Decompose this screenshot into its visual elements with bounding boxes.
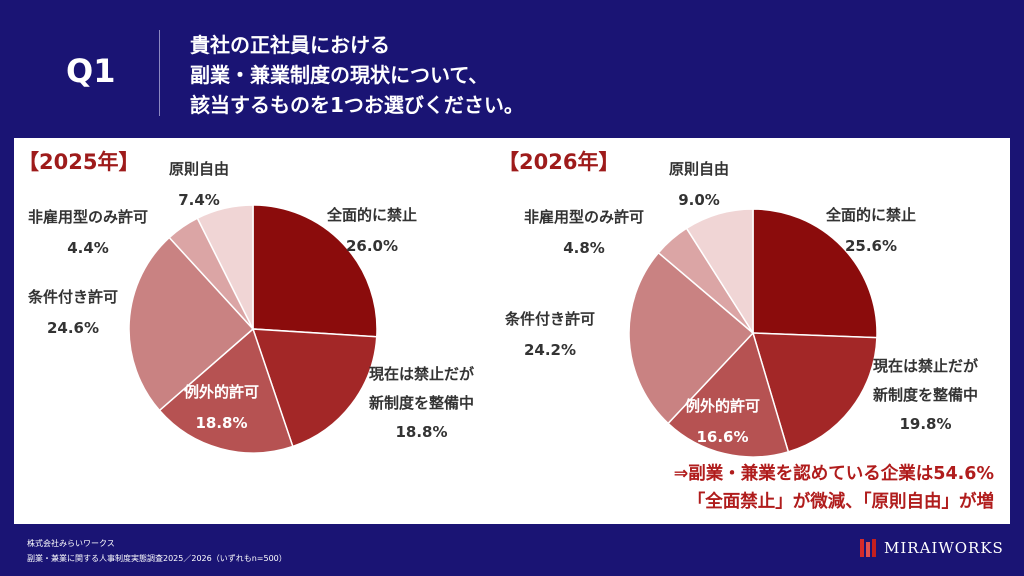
slice-name: 原則自由 [169, 160, 230, 178]
slice-label-2026-free: 原則自由 9.0% [669, 154, 729, 216]
pie-slice [628, 251, 755, 425]
slice-name: 非雇用型のみ許可 [524, 208, 645, 226]
slice-value: 9.0% [678, 191, 720, 209]
slice-label-2025-exception: 例外的許可 18.8% [184, 377, 259, 439]
slice-value: 24.2% [523, 341, 577, 359]
slice-name: 全面的に禁止 [826, 206, 917, 224]
slice-name: 全面的に禁止 [327, 206, 418, 224]
slice-value: 4.8% [563, 239, 605, 257]
slice-name: 条件付き許可 [505, 310, 596, 328]
slice-value: 24.6% [46, 319, 100, 337]
slice-label-2026-new-system: 現在は禁止だが 新制度を整備中 19.8% [873, 352, 978, 439]
slice-label-2026-full-ban: 全面的に禁止 25.6% [826, 200, 916, 262]
pie-slice [196, 204, 254, 330]
slice-name: 新制度を整備中 [369, 394, 475, 412]
slice-name: 非雇用型のみ許可 [28, 208, 149, 226]
slice-value: 18.8% [395, 423, 448, 441]
slice-label-2025-new-system: 現在は禁止だが 新制度を整備中 18.8% [369, 360, 474, 447]
pie-slice [158, 327, 294, 454]
slice-value: 25.6% [844, 237, 898, 255]
conclusion-line: 「全面禁止」が微減、「原則自由」が増 [687, 492, 994, 512]
slice-label-2025-full-ban: 全面的に禁止 26.0% [327, 200, 417, 262]
slice-name: 条件付き許可 [28, 288, 119, 306]
header-divider [159, 30, 160, 116]
pie-slice [752, 208, 878, 339]
chart-title-2025: 【2025年】 [18, 150, 140, 174]
header: Q1 貴社の正社員における 副業・兼業制度の現状について、 該当するものを1つお… [0, 0, 1024, 132]
question-text: 貴社の正社員における 副業・兼業制度の現状について、 該当するものを1つお選びく… [190, 30, 524, 120]
pie-slice [685, 208, 754, 336]
question-line: 貴社の正社員における [190, 33, 390, 57]
slice-label-2026-exception: 例外的許可 16.6% [685, 391, 760, 453]
slice-name: 新制度を整備中 [873, 386, 979, 404]
chart-title-2026: 【2026年】 [498, 150, 620, 174]
slice-name: 例外的許可 [685, 397, 761, 415]
slice-name: 原則自由 [669, 160, 730, 178]
pie-slice [667, 331, 790, 458]
slice-value: 16.6% [696, 428, 749, 446]
question-line: 副業・兼業制度の現状について、 [190, 63, 489, 87]
footer-company: 株式会社みらいワークス [27, 539, 115, 548]
slice-value: 18.8% [195, 414, 248, 432]
company-logo: MIRAIWORKS [860, 539, 1004, 557]
logo-mark-icon [860, 539, 876, 557]
question-line: 該当するものを1つお選びください。 [190, 93, 524, 117]
slice-label-2025-non-employment: 非雇用型のみ許可 4.4% [28, 202, 148, 264]
pie-chart-2026 [628, 208, 878, 458]
slice-label-2026-conditional: 条件付き許可 24.2% [505, 304, 595, 366]
pie-slice [251, 328, 378, 448]
slice-value: 7.4% [178, 191, 220, 209]
slice-label-2025-conditional: 条件付き許可 24.6% [28, 282, 118, 344]
slice-value: 4.4% [67, 239, 109, 257]
footer-source: 副業・兼業に関する人事制度実態調査2025／2026（いずれもn=500） [27, 554, 287, 563]
pie-chart-2025 [128, 204, 378, 454]
slice-label-2025-free: 原則自由 7.4% [169, 154, 229, 216]
chart-panel: 【2025年】 全面的に禁止 26.0% 現在は禁止だが 新制度を整備中 18.… [14, 138, 1010, 524]
pie-slice [751, 332, 878, 453]
pie-slice [252, 204, 378, 338]
conclusion-text: ⇒副業・兼業を認めている企業は54.6% 「全面禁止」が微減、「原則自由」が増 [674, 460, 994, 516]
slice-value: 26.0% [345, 237, 399, 255]
slice-value: 19.8% [899, 415, 952, 433]
question-number: Q1 [66, 52, 116, 90]
slice-name: 現在は禁止だが [369, 365, 475, 383]
slice-label-2026-non-employment: 非雇用型のみ許可 4.8% [524, 202, 644, 264]
logo-text: MIRAIWORKS [884, 539, 1004, 557]
pie-slice [128, 236, 255, 412]
slice-name: 例外的許可 [184, 383, 260, 401]
conclusion-line: ⇒副業・兼業を認めている企業は54.6% [673, 464, 994, 484]
slice-name: 現在は禁止だが [873, 357, 979, 375]
